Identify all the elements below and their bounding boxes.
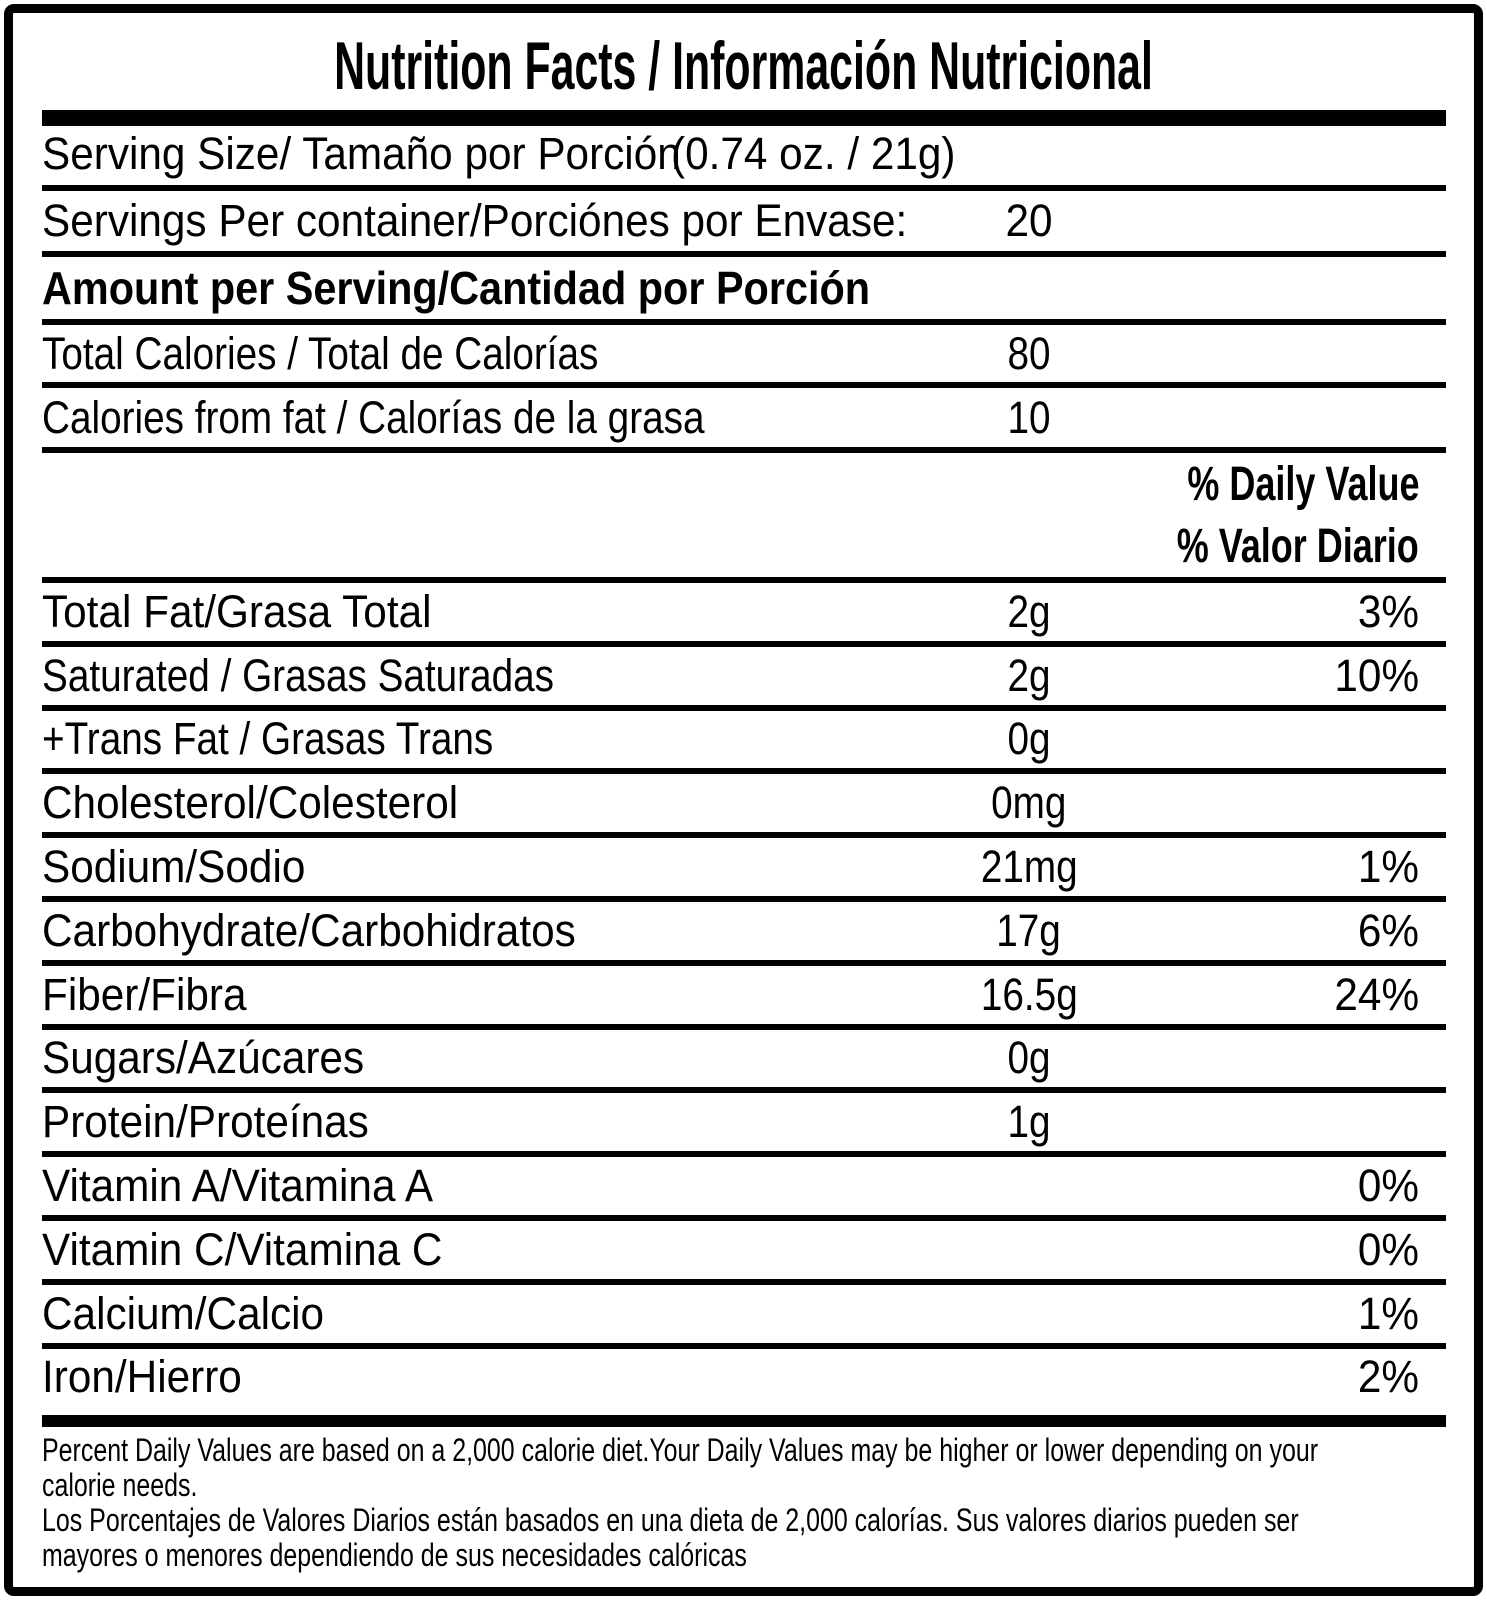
divider [42,768,1446,775]
daily-value-header-es: % Valor Diario [1176,519,1419,573]
nutrient-row: Vitamin A/Vitamina A 0% [13,1157,1474,1215]
divider [42,382,1446,388]
nutrient-row: Iron/Hierro 2% [13,1349,1474,1407]
nutrient-label: Total Fat/Grasa Total [42,585,432,637]
divider [42,704,1446,711]
nutrient-daily-value: 2% [1357,1351,1419,1403]
nutrient-daily-value: 6% [1357,904,1419,956]
divider [42,1087,1446,1094]
nutrient-label: Saturated / Grasas Saturadas [42,649,554,701]
servings-per-container-value: 20 [1005,195,1053,246]
divider [42,185,1446,191]
nutrient-label: Vitamin C/Vitamina C [42,1223,443,1275]
nutrient-amount: 0mg [991,777,1067,829]
nutrient-row: Vitamin C/Vitamina C 0% [13,1221,1474,1279]
nutrient-row: Carbohydrate/Carbohidratos 17g 6% [13,902,1474,960]
nutrient-row: Fiber/Fibra 16.5g 24% [13,966,1474,1024]
nutrition-facts-label: Nutrition Facts / Información Nutriciona… [4,4,1483,1596]
divider [42,832,1446,839]
nutrient-label: Iron/Hierro [42,1351,242,1403]
label-content: Nutrition Facts / Información Nutriciona… [13,13,1474,1587]
divider [42,896,1446,902]
nutrient-amount: 1g [1007,1096,1051,1148]
nutrient-amount: 17g [996,904,1062,956]
nutrient-label: Protein/Proteínas [42,1096,369,1148]
daily-value-header-en: % Daily Value [1186,457,1419,511]
divider [42,1023,1446,1030]
nutrient-label: Cholesterol/Colesterol [42,777,459,829]
nutrient-amount: 0g [1007,713,1051,765]
nutrient-daily-value: 10% [1334,649,1419,701]
footnote-line-2: calorie needs. [42,1467,198,1503]
servings-per-container-label: Servings Per container/Porciónes por Env… [42,195,908,246]
nutrient-label: Sugars/Azúcares [42,1032,365,1084]
nutrient-daily-value: 1% [1357,1287,1419,1339]
divider [42,1215,1446,1221]
serving-size-label: Serving Size/ Tamaño por Porción [42,127,681,179]
total-calories-value: 80 [1007,327,1051,379]
divider [42,251,1446,257]
nutrient-daily-value: 24% [1334,968,1419,1020]
calories-from-fat-row: Calories from fat / Calorías de la grasa… [13,388,1474,447]
nutrient-amount: 2g [1007,649,1051,701]
title-separator-bar [42,110,1446,126]
nutrient-amount: 21mg [980,841,1078,893]
serving-size-value: (0.74 oz. / 21g) [671,127,956,179]
calories-from-fat-value: 10 [1007,391,1051,443]
nutrient-row: Protein/Proteínas 1g [13,1093,1474,1151]
nutrient-row: Sodium/Sodio 21mg 1% [13,838,1474,896]
divider [42,640,1446,647]
label-title: Nutrition Facts / Información Nutriciona… [334,28,1153,104]
nutrient-label: Sodium/Sodio [42,841,306,893]
nutrient-row: +Trans Fat / Grasas Trans 0g [13,711,1474,769]
footnote-line-4: mayores o menores dependiendo de sus nec… [42,1537,747,1573]
calories-from-fat-label: Calories from fat / Calorías de la grasa [42,391,705,443]
nutrient-row: Cholesterol/Colesterol 0mg [13,774,1474,832]
nutrient-label: Calcium/Calcio [42,1287,325,1339]
footer-separator-bar [42,1415,1446,1427]
nutrient-label: Vitamin A/Vitamina A [42,1160,434,1212]
nutrient-daily-value: 0% [1357,1223,1419,1275]
nutrient-row: Calcium/Calcio 1% [13,1285,1474,1343]
nutrient-daily-value: 0% [1357,1160,1419,1212]
divider [42,1278,1446,1285]
divider [42,319,1446,325]
nutrient-amount: 16.5g [980,968,1078,1020]
nutrient-daily-value: 1% [1357,841,1419,893]
nutrient-amount: 0g [1007,1032,1051,1084]
total-calories-row: Total Calories / Total de Calorías 80 [13,325,1474,382]
divider [42,1342,1446,1349]
nutrient-daily-value: 3% [1357,585,1419,637]
divider [42,959,1446,966]
servings-per-container-row: Servings Per container/Porciónes por Env… [13,191,1474,251]
nutrient-row: Sugars/Azúcares 0g [13,1030,1474,1088]
footnote-line-1: Percent Daily Values are based on a 2,00… [42,1432,1319,1468]
footnote-line-3: Los Porcentajes de Valores Diarios están… [42,1502,1299,1538]
divider [42,1151,1446,1158]
nutrient-label: Carbohydrate/Carbohidratos [42,904,576,956]
serving-size-row: Serving Size/ Tamaño por Porción (0.74 o… [13,122,1474,185]
nutrient-label: +Trans Fat / Grasas Trans [42,713,494,765]
nutrient-amount: 2g [1007,585,1051,637]
divider [42,447,1446,453]
nutrient-row: Saturated / Grasas Saturadas 2g 10% [13,647,1474,705]
divider [42,577,1446,583]
amount-per-serving-header-row: Amount per Serving/Cantidad por Porción [13,257,1474,319]
nutrient-row: Total Fat/Grasa Total 2g 3% [13,583,1474,641]
amount-per-serving-header: Amount per Serving/Cantidad por Porción [42,262,871,314]
nutrient-label: Fiber/Fibra [42,968,247,1020]
total-calories-label: Total Calories / Total de Calorías [42,327,599,379]
